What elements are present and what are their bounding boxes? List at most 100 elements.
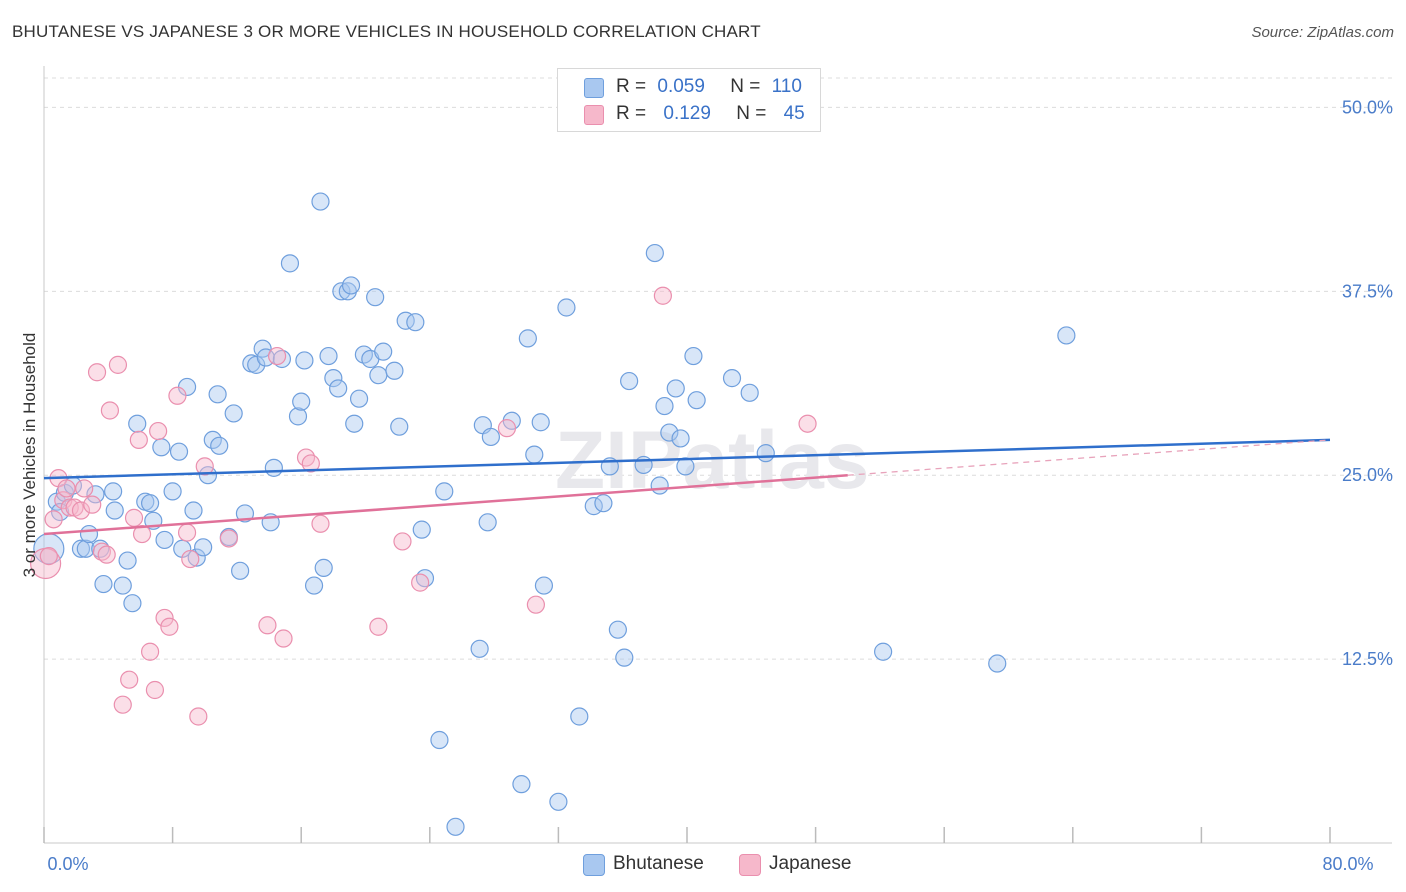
- point-bhutanese: [264, 458, 283, 477]
- correlation-legend: R = 0.059 N = 110 R = 0.129 N = 45: [557, 68, 821, 132]
- point-japanese: [393, 532, 412, 551]
- point-bhutanese: [345, 414, 364, 433]
- point-bhutanese: [349, 389, 369, 408]
- point-bhutanese: [324, 369, 343, 388]
- point-japanese: [653, 286, 672, 305]
- point-japanese: [100, 401, 120, 420]
- point-bhutanese: [594, 494, 613, 513]
- chart-title: BHUTANESE VS JAPANESE 3 OR MORE VEHICLES…: [12, 22, 761, 41]
- point-japanese: [155, 608, 174, 628]
- point-bhutanese: [557, 298, 576, 317]
- point-japanese: [267, 346, 287, 366]
- source-credit: Source: ZipAtlas.com: [1251, 24, 1394, 41]
- point-bhutanese: [570, 707, 589, 726]
- point-japanese: [120, 670, 139, 689]
- point-bhutanese: [650, 476, 669, 495]
- point-bhutanese: [104, 482, 123, 501]
- point-bhutanese: [329, 379, 348, 398]
- point-bhutanese: [194, 538, 213, 557]
- point-japanese: [160, 617, 179, 636]
- point-bhutanese: [396, 311, 415, 330]
- point-bhutanese: [478, 513, 497, 532]
- legend-n-label: N =: [730, 76, 761, 97]
- point-japanese: [526, 595, 545, 614]
- bottom-legend-swatch-bhutanese: [583, 854, 605, 876]
- bottom-legend-label-japanese: Japanese: [769, 853, 852, 874]
- point-japanese: [177, 523, 197, 542]
- point-bhutanese: [549, 792, 568, 811]
- point-bhutanese: [874, 642, 893, 661]
- x-tick-label: 80.0%: [1322, 854, 1373, 874]
- point-bhutanese: [412, 520, 431, 539]
- point-bhutanese: [231, 561, 250, 580]
- legend-n-value: 45: [783, 103, 805, 124]
- data-points: [30, 192, 1076, 836]
- point-japanese: [195, 457, 214, 476]
- point-japanese: [87, 363, 107, 382]
- point-japanese: [129, 430, 148, 450]
- legend-r-label: R =: [616, 76, 647, 97]
- point-bhutanese: [210, 436, 229, 455]
- point-japanese: [369, 617, 388, 636]
- point-bhutanese: [660, 423, 679, 442]
- point-bhutanese: [390, 417, 409, 436]
- legend-n-label: N =: [736, 103, 767, 124]
- axes: [43, 66, 1392, 844]
- point-bhutanese: [988, 654, 1007, 673]
- point-bhutanese: [406, 313, 425, 332]
- point-bhutanese: [155, 530, 174, 550]
- point-japanese: [60, 498, 79, 517]
- point-japanese: [140, 642, 160, 661]
- point-bhutanese: [208, 385, 227, 404]
- point-japanese: [54, 491, 73, 510]
- point-bhutanese: [272, 349, 292, 369]
- point-bhutanese: [128, 414, 147, 433]
- point-japanese: [75, 479, 94, 498]
- point-bhutanese: [94, 574, 113, 594]
- point-bhutanese: [113, 576, 132, 595]
- point-bhutanese: [332, 282, 351, 301]
- point-bhutanese: [224, 404, 243, 423]
- point-japanese: [274, 629, 293, 648]
- point-bhutanese: [314, 558, 333, 577]
- trend-line-japanese: [43, 473, 848, 536]
- y-tick-label: 37.5%: [1342, 281, 1393, 301]
- legend-r-value: 0.059: [657, 76, 705, 97]
- point-japanese: [219, 529, 238, 548]
- point-bhutanese: [756, 444, 775, 463]
- point-bhutanese: [740, 383, 759, 402]
- point-bhutanese: [385, 361, 404, 380]
- y-tick-label: 50.0%: [1342, 97, 1393, 117]
- point-bhutanese: [235, 504, 255, 523]
- point-bhutanese: [666, 379, 685, 398]
- point-japanese: [97, 545, 116, 564]
- point-bhutanese: [292, 392, 311, 411]
- point-japanese: [311, 514, 330, 533]
- point-japanese: [57, 479, 76, 498]
- point-japanese: [301, 454, 320, 473]
- point-bhutanese: [525, 445, 544, 464]
- point-bhutanese: [1057, 326, 1076, 345]
- point-japanese: [296, 448, 316, 467]
- legend-swatch-japanese: [584, 105, 604, 125]
- point-bhutanese: [105, 501, 124, 520]
- point-japanese: [44, 510, 63, 529]
- point-japanese: [108, 355, 128, 374]
- point-bhutanese: [288, 407, 308, 426]
- point-bhutanese: [435, 482, 454, 501]
- point-bhutanese: [608, 620, 627, 639]
- legend-r-value: 0.129: [663, 103, 711, 124]
- point-japanese: [258, 616, 277, 635]
- point-japanese: [83, 495, 102, 514]
- point-bhutanese: [620, 371, 639, 391]
- point-japanese: [92, 542, 111, 561]
- point-japanese: [411, 573, 430, 592]
- point-bhutanese: [247, 355, 266, 374]
- point-bhutanese: [531, 413, 550, 432]
- y-tick-label: 12.5%: [1342, 649, 1393, 669]
- point-bhutanese: [79, 524, 99, 544]
- point-bhutanese: [671, 429, 690, 448]
- point-bhutanese: [615, 648, 634, 667]
- point-bhutanese: [518, 329, 537, 348]
